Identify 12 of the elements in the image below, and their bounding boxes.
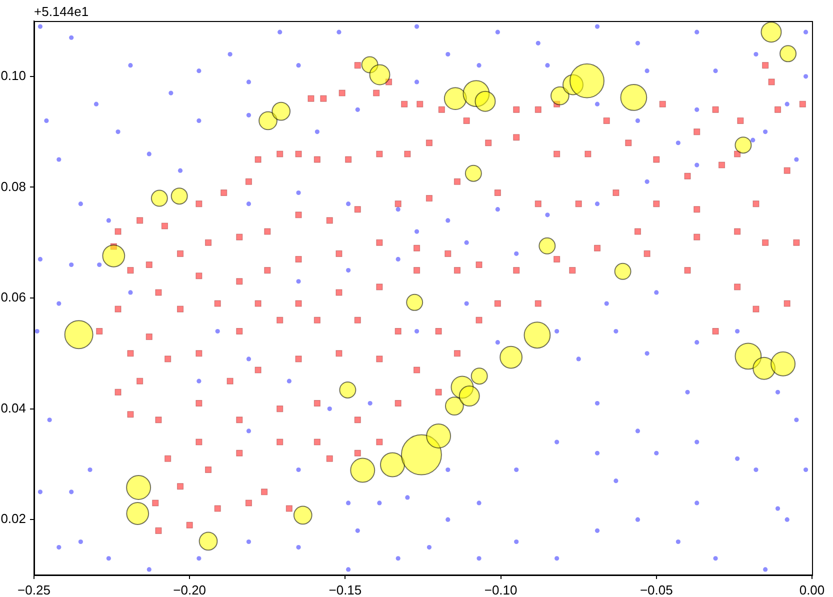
x-tick-label: −0.20 bbox=[173, 582, 206, 597]
x-tick-label: −0.05 bbox=[640, 582, 673, 597]
text: +5.144e1 bbox=[34, 4, 89, 20]
y-tick-label: 0.10 bbox=[0, 68, 26, 83]
x-tick-label: −0.15 bbox=[328, 582, 362, 597]
y-tick-label: 0.06 bbox=[0, 290, 26, 305]
x-tick-label: 0.00 bbox=[799, 582, 825, 597]
x-tick-label: −0.10 bbox=[484, 582, 518, 597]
x-tick-label: −0.25 bbox=[18, 582, 50, 597]
y-tick-label: 0.04 bbox=[0, 400, 26, 416]
y-tick-label: 0.08 bbox=[0, 178, 26, 194]
y-tick-label: 0.02 bbox=[0, 511, 26, 526]
